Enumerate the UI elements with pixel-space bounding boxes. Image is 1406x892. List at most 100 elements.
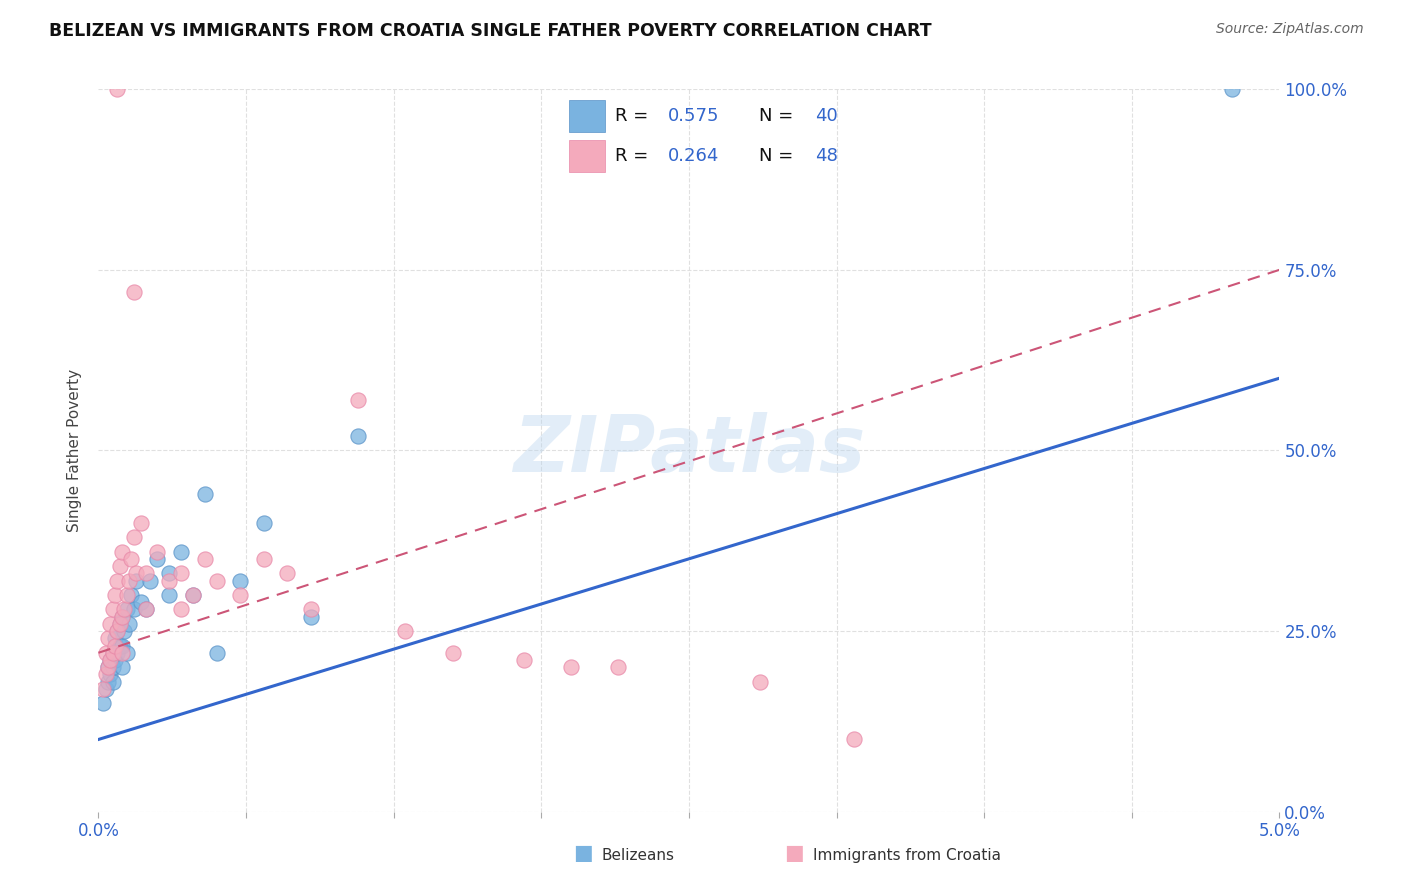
Point <box>512 653 534 667</box>
Text: N =: N = <box>759 147 799 165</box>
Point <box>135 602 157 616</box>
Text: Source: ZipAtlas.com: Source: ZipAtlas.com <box>1216 22 1364 37</box>
Point <box>115 588 138 602</box>
Point <box>157 588 180 602</box>
Point <box>98 653 121 667</box>
Point <box>146 544 169 558</box>
Point <box>101 674 124 689</box>
Point <box>101 646 124 660</box>
Point <box>1220 82 1243 96</box>
Point <box>170 602 193 616</box>
Point <box>104 639 127 653</box>
Point <box>607 660 630 674</box>
Point <box>111 639 134 653</box>
Point <box>94 646 117 660</box>
Point <box>115 646 138 660</box>
Point <box>97 632 120 646</box>
Point <box>101 646 124 660</box>
Point <box>91 696 114 710</box>
Point <box>98 653 121 667</box>
Point <box>194 487 217 501</box>
Point <box>94 667 117 681</box>
Text: R =: R = <box>616 147 654 165</box>
Y-axis label: Single Father Poverty: Single Father Poverty <box>67 369 83 532</box>
Text: 0.575: 0.575 <box>668 107 720 125</box>
Point <box>194 551 217 566</box>
Text: Belizeans: Belizeans <box>602 848 675 863</box>
Point <box>111 544 134 558</box>
Point <box>111 646 134 660</box>
Point <box>748 674 770 689</box>
Point <box>108 559 131 574</box>
Point <box>253 551 276 566</box>
Point <box>347 392 370 407</box>
Point <box>105 82 128 96</box>
Point <box>121 588 143 602</box>
Text: N =: N = <box>759 107 799 125</box>
Point <box>129 516 152 530</box>
Point <box>112 624 135 639</box>
Point <box>111 609 134 624</box>
Point <box>205 574 228 588</box>
Point <box>108 616 131 631</box>
Point <box>205 646 228 660</box>
Point <box>157 574 180 588</box>
Point <box>97 674 120 689</box>
Text: 48: 48 <box>815 147 838 165</box>
Point <box>135 566 157 581</box>
Text: Immigrants from Croatia: Immigrants from Croatia <box>813 848 1001 863</box>
Point <box>347 429 370 443</box>
Point <box>122 602 145 616</box>
Point <box>299 602 322 616</box>
Text: ZIPatlas: ZIPatlas <box>513 412 865 489</box>
Point <box>299 609 322 624</box>
Point <box>112 602 135 616</box>
Point <box>157 566 180 581</box>
Point <box>125 566 148 581</box>
Bar <box>569 100 605 132</box>
Point <box>101 602 124 616</box>
Point <box>229 588 252 602</box>
Text: BELIZEAN VS IMMIGRANTS FROM CROATIA SINGLE FATHER POVERTY CORRELATION CHART: BELIZEAN VS IMMIGRANTS FROM CROATIA SING… <box>49 22 932 40</box>
Point <box>181 588 204 602</box>
Point <box>105 646 128 660</box>
Point <box>108 616 131 631</box>
Point <box>111 609 134 624</box>
Point <box>170 566 193 581</box>
Text: 40: 40 <box>815 107 838 125</box>
Point <box>111 660 134 674</box>
Point <box>97 660 120 674</box>
Point <box>105 574 128 588</box>
Point <box>844 732 866 747</box>
Point <box>441 646 464 660</box>
Point <box>170 544 193 558</box>
Text: ■: ■ <box>574 844 593 863</box>
Point <box>122 530 145 544</box>
Point <box>129 595 152 609</box>
Point <box>104 588 127 602</box>
Point <box>97 660 120 674</box>
Point <box>91 681 114 696</box>
Point <box>98 616 121 631</box>
Point <box>139 574 162 588</box>
Point <box>104 632 127 646</box>
Point <box>560 660 582 674</box>
Text: 0.264: 0.264 <box>668 147 720 165</box>
Point <box>118 616 141 631</box>
Point <box>276 566 298 581</box>
Point <box>253 516 276 530</box>
Point <box>181 588 204 602</box>
Point <box>105 624 128 639</box>
Point <box>146 551 169 566</box>
Point <box>229 574 252 588</box>
Point <box>394 624 416 639</box>
Point <box>115 602 138 616</box>
Bar <box>569 140 605 172</box>
Point <box>94 681 117 696</box>
Text: R =: R = <box>616 107 654 125</box>
Point <box>104 653 127 667</box>
Point <box>135 602 157 616</box>
Text: ■: ■ <box>785 844 804 863</box>
Point <box>98 667 121 681</box>
Point <box>121 551 143 566</box>
